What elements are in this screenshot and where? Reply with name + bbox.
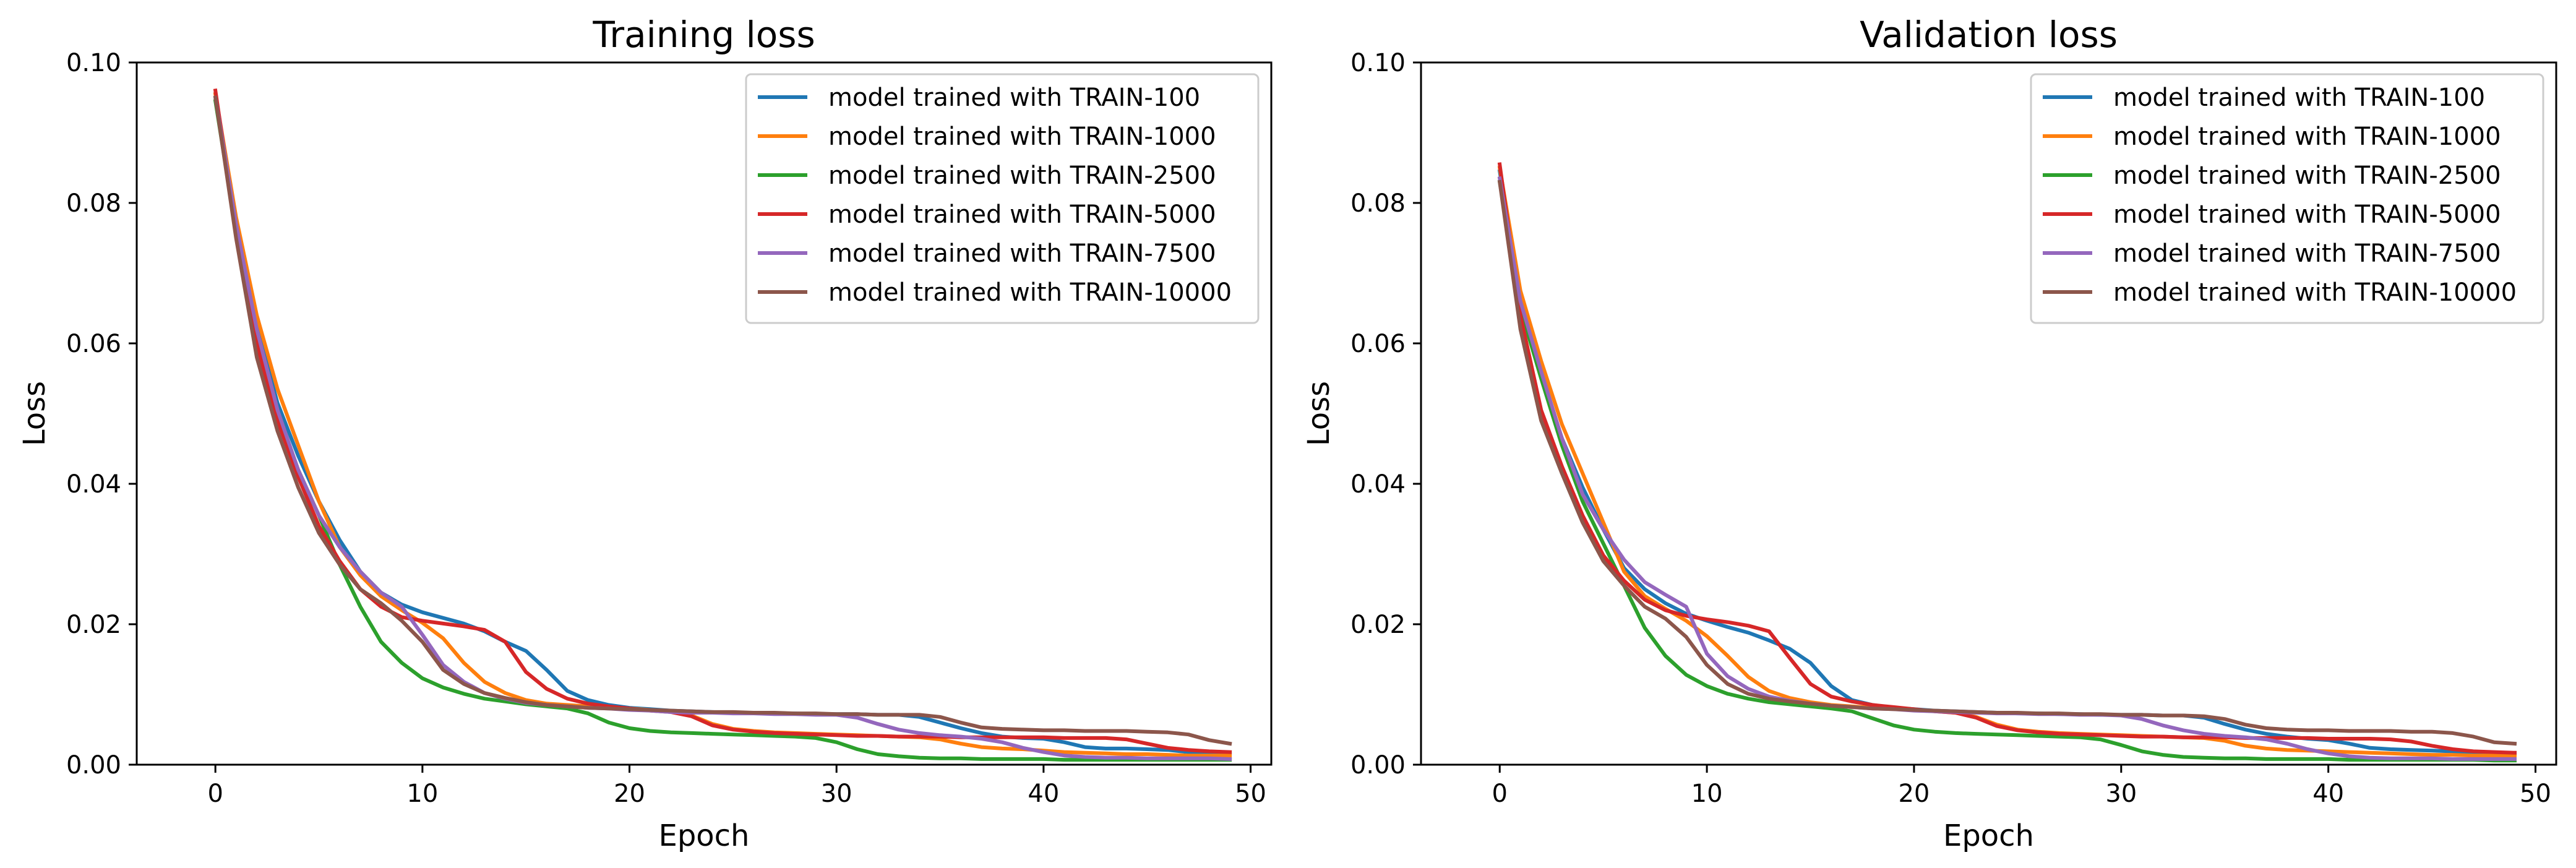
series-line-6: [213, 95, 1232, 746]
legend-label: model trained with TRAIN-1000: [828, 122, 1216, 151]
plot-frame: [135, 61, 1273, 766]
legend-item: model trained with TRAIN-7500: [2043, 239, 2501, 268]
x-tick-label: 30: [2105, 780, 2137, 808]
legend-item: model trained with TRAIN-5000: [2043, 200, 2501, 229]
legend-label: model trained with TRAIN-10000: [828, 278, 1232, 307]
y-axis-ticks: 0.00 0.02 0.04 0.06 0.08 0.10: [1350, 49, 1421, 780]
legend-item: model trained with TRAIN-10000: [758, 278, 1232, 307]
y-tick-label: 0.00: [66, 751, 121, 780]
x-tick-label: 0: [207, 780, 223, 808]
y-axis-label: Loss: [17, 381, 52, 446]
series-line-6: [1497, 179, 2517, 746]
series-lines: [1497, 162, 2517, 763]
legend-item: model trained with TRAIN-10000: [2043, 278, 2517, 307]
y-tick-label: 0.10: [66, 49, 121, 77]
legend-item: model trained with TRAIN-7500: [758, 239, 1216, 268]
y-axis-ticks: 0.00 0.02 0.04 0.06 0.08 0.10: [66, 49, 137, 780]
x-tick-label: 40: [2312, 780, 2344, 808]
legend-label: model trained with TRAIN-1000: [2113, 122, 2501, 151]
legend-label: model trained with TRAIN-100: [828, 84, 1200, 112]
x-axis-label: Epoch: [1943, 819, 2034, 853]
legend-item: model trained with TRAIN-100: [2043, 84, 2485, 112]
legend-label: model trained with TRAIN-7500: [2113, 239, 2501, 268]
legend-item: model trained with TRAIN-1000: [2043, 122, 2501, 151]
y-tick-label: 0.02: [1350, 611, 1406, 639]
y-tick-label: 0.06: [1350, 330, 1406, 358]
plot-frame: [1420, 61, 2557, 766]
legend: model trained with TRAIN-100 model traine…: [745, 73, 1260, 324]
x-tick-label: 20: [614, 780, 645, 808]
chart-panel-1: Training loss 0 10 20 30 40 50 0.00 0.02 0.04 0.06…: [17, 14, 1273, 853]
legend: model trained with TRAIN-100 model traine…: [2030, 73, 2544, 324]
series-line-3: [213, 98, 1232, 762]
legend-item: model trained with TRAIN-2500: [758, 161, 1216, 190]
legend-label: model trained with TRAIN-2500: [828, 161, 1216, 190]
x-tick-label: 40: [1028, 780, 1059, 808]
legend-label: model trained with TRAIN-7500: [828, 239, 1216, 268]
y-tick-label: 0.00: [1350, 751, 1406, 780]
legend-label: model trained with TRAIN-100: [2113, 84, 2485, 112]
legend-box: [2030, 73, 2544, 324]
legend-item: model trained with TRAIN-5000: [758, 200, 1216, 229]
x-axis-ticks: 0 10 20 30 40 50: [1492, 765, 2551, 808]
x-tick-label: 10: [406, 780, 438, 808]
legend-box: [745, 73, 1260, 324]
y-tick-label: 0.10: [1350, 49, 1406, 77]
x-tick-label: 30: [821, 780, 852, 808]
legend-label: model trained with TRAIN-2500: [2113, 161, 2501, 190]
legend-label: model trained with TRAIN-10000: [2113, 278, 2517, 307]
x-tick-label: 10: [1691, 780, 1723, 808]
x-tick-label: 50: [2520, 780, 2551, 808]
legend-label: model trained with TRAIN-5000: [828, 200, 1216, 229]
chart-title: Validation loss: [1860, 14, 2118, 56]
x-tick-label: 20: [1898, 780, 1930, 808]
chart-title: Training loss: [592, 14, 815, 56]
x-axis-ticks: 0 10 20 30 40 50: [207, 765, 1266, 808]
legend-item: model trained with TRAIN-2500: [2043, 161, 2501, 190]
legend-item: model trained with TRAIN-100: [758, 84, 1200, 112]
y-tick-label: 0.04: [66, 470, 121, 499]
y-tick-label: 0.04: [1350, 470, 1406, 499]
x-tick-label: 0: [1492, 780, 1508, 808]
y-tick-label: 0.02: [66, 611, 121, 639]
series-line-3: [1497, 179, 2517, 763]
y-tick-label: 0.08: [66, 189, 121, 218]
legend-label: model trained with TRAIN-5000: [2113, 200, 2501, 229]
y-axis-label: Loss: [1302, 381, 1336, 446]
y-tick-label: 0.06: [66, 330, 121, 358]
series-line-4: [1497, 162, 2517, 755]
series-lines: [213, 88, 1232, 762]
x-axis-label: Epoch: [659, 819, 750, 853]
legend-item: model trained with TRAIN-1000: [758, 122, 1216, 151]
y-tick-label: 0.08: [1350, 189, 1406, 218]
x-tick-label: 50: [1235, 780, 1266, 808]
